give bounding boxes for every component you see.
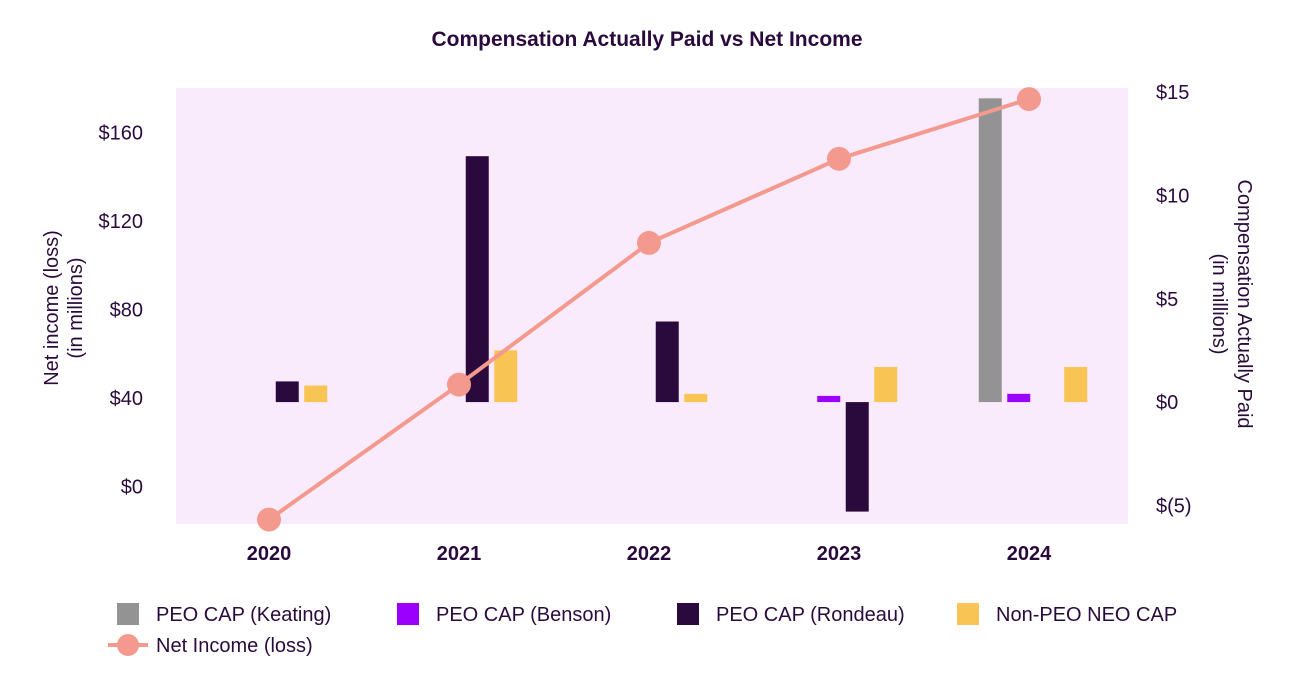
left-tick-label: $40 [110,388,143,410]
net-income-line [257,87,1041,532]
plot-area [176,88,1128,524]
bar-non-peo-neo-cap [494,350,518,403]
bar-non-peo-neo-cap [874,366,898,403]
left-tick-label: $0 [121,476,143,498]
net-income-point [637,230,661,255]
legend-label: Net Income (loss) [156,635,313,657]
x-tick-label: 2023 [817,543,862,565]
legend-label: PEO CAP (Benson) [436,604,611,626]
legend-swatch [117,603,139,625]
bar-peo-cap-rondeau [655,321,679,403]
legend-label: PEO CAP (Rondeau) [716,604,905,626]
legend: PEO CAP (Keating) PEO CAP (Benson) PEO CAP… [108,603,1177,657]
legend-label: PEO CAP (Keating) [156,604,331,626]
right-axis-subtitle: (in millions) [1208,253,1230,354]
left-tick-label: $160 [99,122,144,144]
right-tick-label: $0 [1156,392,1178,414]
bar-peo-cap-rondeau [465,156,489,403]
x-tick-label: 2021 [437,543,482,565]
legend-line-marker [117,634,139,656]
left-tick-label: $80 [110,299,143,321]
net-income-point [827,146,851,171]
left-axis-subtitle: (in millions) [65,257,87,358]
chart-title: Compensation Actually Paid vs Net Income [432,28,863,51]
net-income-point [447,372,471,397]
legend-swatch [397,603,419,625]
bar-peo-cap-rondeau [845,402,869,512]
x-tick-label: 2022 [627,543,672,565]
bar-peo-cap-benson [1007,393,1031,403]
legend-swatch [957,603,979,625]
net-income-point [1017,87,1041,112]
left-tick-label: $120 [99,211,144,233]
right-tick-label: $15 [1156,82,1189,104]
right-tick-label: $(5) [1156,495,1192,517]
net-income-point [257,507,281,532]
bar-peo-cap-rondeau [275,381,299,403]
bar-peo-cap-benson [817,395,841,403]
right-axis-title: Compensation Actually Paid [1233,179,1255,428]
bar-non-peo-neo-cap [684,393,708,403]
left-axis-title: Net income (loss) [41,230,63,386]
legend-swatch [677,603,699,625]
bar-non-peo-neo-cap [1064,366,1088,403]
right-tick-label: $10 [1156,185,1189,207]
bar-peo-cap-keating [978,98,1002,403]
x-axis: 2020 2021 2022 2023 2024 [247,543,1052,565]
x-tick-label: 2024 [1007,543,1052,565]
legend-label: Non-PEO NEO CAP [996,604,1177,626]
bar-non-peo-neo-cap [304,385,328,403]
bars [275,98,1088,512]
left-axis: $0 $40 $80 $120 $160 [99,122,144,498]
right-axis: $(5) $0 $5 $10 $15 [1156,82,1192,517]
x-tick-label: 2020 [247,543,292,565]
right-tick-label: $5 [1156,289,1178,311]
